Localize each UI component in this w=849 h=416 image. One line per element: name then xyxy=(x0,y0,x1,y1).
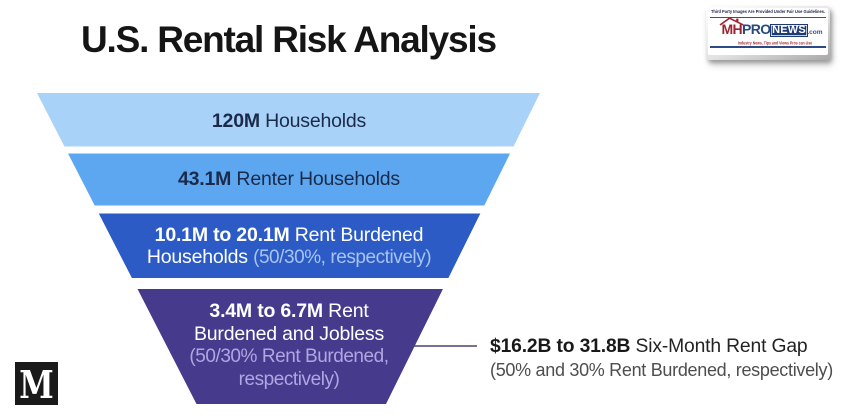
brand-tagline: Industry News, Tips and Views Pros can U… xyxy=(737,40,813,46)
funnel-stage-text-em: 43.1M xyxy=(178,168,232,191)
funnel-stage-text-line: Burdened and Jobless xyxy=(39,323,539,345)
blue-divider xyxy=(710,45,826,48)
annotation-label: Six-Month Rent Gap xyxy=(630,336,808,357)
red-divider xyxy=(710,16,826,18)
funnel-stage-text-line: 3.4M to 6.7M Rent xyxy=(39,300,539,322)
funnel-stage-1-label: 120M Households xyxy=(39,110,539,132)
funnel-stage-text-line: 120M Households xyxy=(39,110,539,132)
brand-pro: PRO xyxy=(742,20,771,37)
funnel-stage-text-em: 120M xyxy=(211,109,260,132)
funnel-stage-4 xyxy=(137,289,443,404)
brand-news: NEWS xyxy=(770,24,808,36)
brand-mh: MH xyxy=(719,17,744,36)
funnel-stage-text-line: 43.1M Renter Households xyxy=(39,168,539,190)
funnel-stage-text-base: Rent xyxy=(322,300,369,323)
house-roof-icon xyxy=(719,17,744,26)
funnel-stage-2 xyxy=(68,153,511,206)
funnel-stage-text-em: 10.1M to 20.1M xyxy=(154,223,290,246)
funnel-stage-text-base: Renter Households xyxy=(231,168,400,191)
mhpronews-watermark-card: Third Party Images Are Provided Under Fa… xyxy=(708,8,828,55)
page-title: U.S. Rental Risk Analysis xyxy=(81,18,497,60)
fair-use-disclaimer: Third Party Images Are Provided Under Fa… xyxy=(710,8,826,14)
funnel-stage-text-line: Households (50/30%, respectively) xyxy=(39,246,539,269)
funnel-stage-4-label: 3.4M to 6.7M Rent Burdened and Jobless (50… xyxy=(39,300,539,392)
funnel-stage-text-note: (50/30% Rent Burdened, xyxy=(189,346,389,367)
funnel-stage-1 xyxy=(37,93,540,147)
mhpronews-watermark: Third Party Images Are Provided Under Fa… xyxy=(706,6,830,60)
medium-logo: M xyxy=(15,362,58,407)
funnel-stage-text-base: Households xyxy=(146,245,254,268)
funnel-stage-text-base: Households xyxy=(259,109,367,132)
funnel-stage-3-label: 10.1M to 20.1M Rent Burdened Households (… xyxy=(39,224,539,270)
funnel-stage-text-em: 3.4M to 6.7M xyxy=(209,300,323,323)
rent-gap-annotation: $16.2B to 31.8B Six-Month Rent Gap (50% … xyxy=(490,336,833,381)
annotation-value: $16.2B to 31.8B xyxy=(490,336,631,357)
annotation-line-1: $16.2B to 31.8B Six-Month Rent Gap xyxy=(490,336,833,359)
funnel-stage-text-line: respectively) xyxy=(39,368,539,391)
funnel-stage-text-line: 10.1M to 20.1M Rent Burdened xyxy=(39,224,539,246)
funnel-stage-text-base: Burdened and Jobless xyxy=(193,322,385,345)
funnel-stage-text-note: respectively) xyxy=(238,369,340,391)
funnel-stage-text-line: (50/30% Rent Burdened, xyxy=(39,345,539,368)
annotation-note: (50% and 30% Rent Burdened, respectively… xyxy=(490,359,833,380)
funnel-stage-text-note: (50/30%, respectively) xyxy=(253,246,432,268)
funnel-stage-2-label: 43.1M Renter Households xyxy=(39,168,539,190)
brand-tld: .com xyxy=(807,28,823,36)
funnel-stage-text-base: Rent Burdened xyxy=(289,223,424,246)
medium-m-letter: M xyxy=(19,362,54,407)
mhpronews-logo: MH PRO NEWS .com xyxy=(708,17,828,37)
funnel-stage-3 xyxy=(98,213,481,278)
